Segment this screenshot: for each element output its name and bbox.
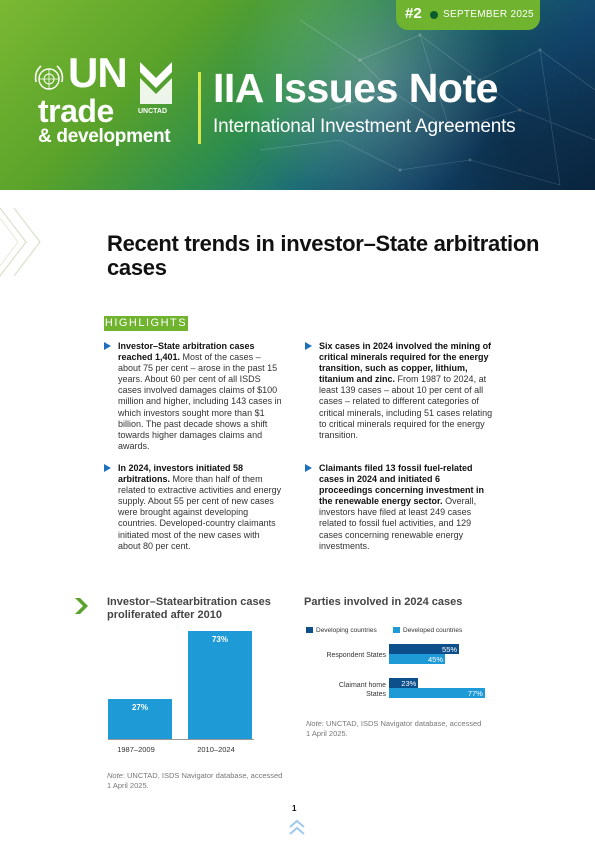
chart1-bar (108, 699, 172, 739)
logo-development: & development (38, 126, 171, 147)
chart2-value-label: 45% (427, 655, 443, 664)
chart1-value-label: 27% (131, 703, 148, 713)
chart2-row-label: Respondent States (326, 652, 386, 659)
chart2-note-text: : UNCTAD, ISDS Navigator database, acces… (306, 719, 482, 738)
chart1-category-label: 1987–2009 (117, 745, 155, 754)
chart2-title: Parties involved in 2024 cases (304, 596, 463, 608)
issue-date: SEPTEMBER 2025 (443, 9, 534, 20)
chart2-row-label: Claimant home States (338, 682, 386, 698)
chart1-note-label: Note (107, 771, 123, 780)
chart2-value-label: 77% (467, 689, 483, 698)
page-title: Recent trends in investor–State arbitrat… (107, 231, 540, 280)
highlight-lead: Six cases in 2024 involved the mining of… (319, 341, 492, 385)
legend-developed: Developed countries (403, 627, 463, 634)
highlight-item: Six cases in 2024 involved the mining of… (305, 341, 495, 441)
legend-swatch-developing (306, 627, 313, 633)
issue-tag: #2 SEPTEMBER 2025 (396, 0, 540, 30)
chevron-up-icon[interactable] (288, 818, 306, 838)
chart2-value-label: 55% (442, 645, 458, 654)
chart1-category-label: 2010–2024 (197, 745, 235, 754)
issue-number: #2 (405, 5, 422, 22)
bullet-arrow-icon (305, 464, 312, 472)
title-divider (198, 72, 201, 144)
chart2-bar (389, 644, 460, 654)
issue-dot (430, 11, 438, 19)
highlight-lead: Investor–State arbitration cases reached… (118, 341, 255, 363)
header-banner (0, 0, 595, 190)
legend-swatch-developed (393, 627, 400, 633)
highlight-item: In 2024, investors initiated 58 arbitrat… (104, 463, 284, 552)
highlight-item: Claimants filed 13 fossil fuel-related c… (305, 463, 495, 552)
chart2-value-label: 23% (401, 679, 417, 688)
legend-developing: Developing countries (316, 627, 377, 634)
chart1-axis (108, 739, 254, 740)
unctad-mark-icon (140, 62, 172, 104)
highlight-body: Most of the cases – about 75 per cent – … (118, 352, 282, 451)
highlight-lead: In 2024, investors initiated 58 arbitrat… (118, 463, 244, 485)
highlight-body: From 1987 to 2024, at least 139 cases – … (319, 374, 493, 440)
highlight-lead: Claimants filed 13 fossil fuel-related c… (319, 463, 485, 507)
chart2-note-label: Note (306, 719, 322, 728)
chart2-note: Note: UNCTAD, ISDS Navigator database, a… (306, 719, 486, 739)
highlights-label: HIGHLIGHTS (104, 316, 188, 331)
un-emblem-icon (34, 65, 64, 90)
bullet-arrow-icon (305, 342, 312, 350)
bullet-arrow-icon (104, 342, 111, 350)
bullet-arrow-icon (104, 464, 111, 472)
chart1-bar (188, 631, 252, 739)
logo-un: UN (68, 49, 128, 96)
chart2-bar (389, 654, 445, 664)
chart1-value-label: 73% (211, 635, 228, 644)
page-number: 1 (292, 804, 297, 813)
chart1-title: Investor–Statearbitration cases prolifer… (107, 596, 271, 621)
series-subtitle: International Investment Agreements (213, 116, 516, 137)
chevron-decoration-icon (0, 207, 41, 277)
chart2-bar (389, 688, 485, 698)
section-chevron-icon (75, 598, 88, 614)
series-title: IIA Issues Note (213, 65, 498, 111)
highlight-item: Investor–State arbitration cases reached… (104, 341, 284, 452)
chart1-note-text: : UNCTAD, ISDS Navigator database, acces… (107, 771, 283, 790)
logo-trade: trade (38, 93, 114, 129)
chart1-note: Note: UNCTAD, ISDS Navigator database, a… (107, 771, 287, 791)
highlight-body: Overall, investors have filed at least 2… (319, 496, 477, 551)
highlight-body: More than half of them related to extrac… (118, 474, 282, 551)
logo-unctad: UNCTAD (138, 108, 168, 115)
chart2-bar (389, 678, 419, 688)
